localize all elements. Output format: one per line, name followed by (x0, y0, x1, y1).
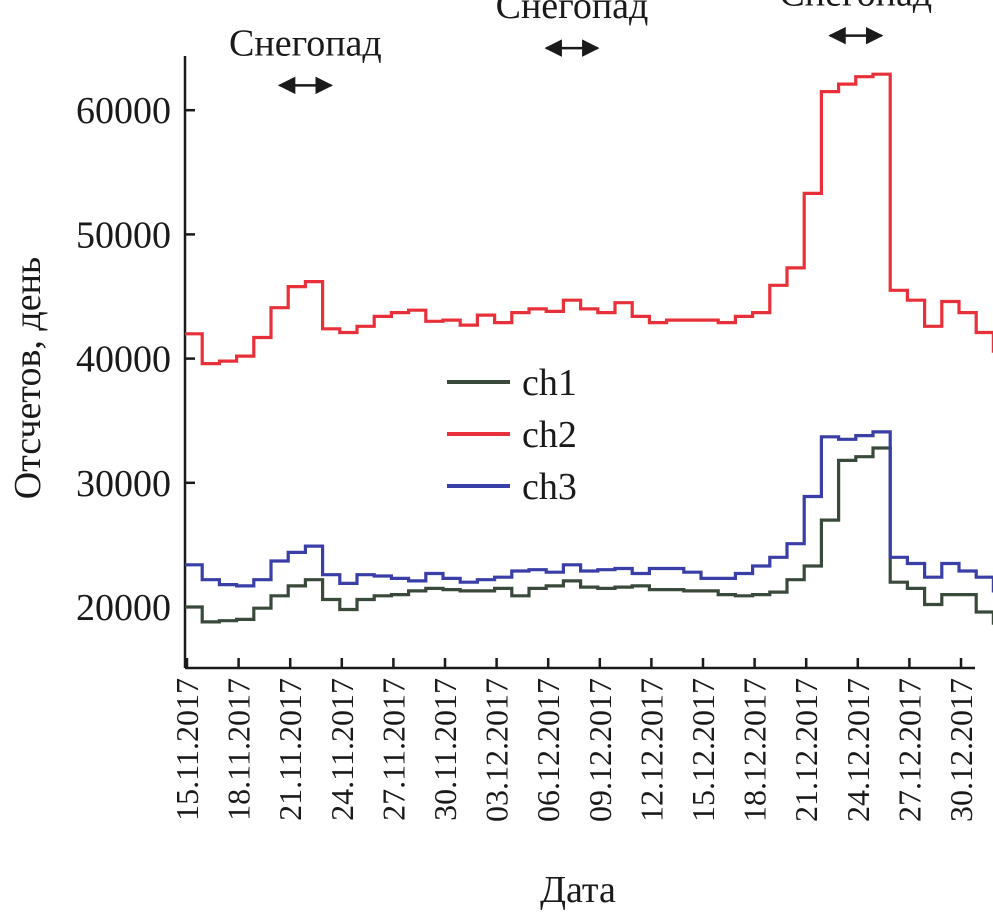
snowfall-label: Снегопад (779, 0, 932, 15)
plot-area: 20000 30000 40000 50000 60000 15.11.2017 18.1… (76, 0, 993, 822)
y-tick-label: 20000 (76, 587, 171, 629)
annotation-layer: Снегопад Снегопад Снегопад (229, 0, 932, 95)
x-tick-label: 06.12.2017 (530, 678, 566, 822)
x-tick-label: 21.11.2017 (272, 678, 308, 821)
x-tick-label: 03.12.2017 (479, 678, 515, 822)
y-tick-label: 30000 (76, 463, 171, 505)
y-tick-label: 50000 (76, 214, 171, 256)
legend: ch1 ch2 ch3 (447, 362, 577, 508)
x-tick-label: 21.12.2017 (788, 678, 824, 822)
y-tick-label: 60000 (76, 90, 171, 132)
y-axis-label: Отсчетов, день (7, 257, 49, 500)
legend-label-ch1: ch1 (522, 362, 577, 404)
x-tick-label: 24.11.2017 (324, 678, 360, 821)
series-line-ch1 (185, 446, 993, 625)
snowfall-label: Снегопад (496, 0, 649, 27)
x-tick-label: 30.12.2017 (943, 678, 979, 822)
x-tick-label: 30.11.2017 (427, 678, 463, 821)
x-tick-label: 27.12.2017 (891, 678, 927, 822)
y-tick-label: 40000 (76, 339, 171, 381)
legend-label-ch3: ch3 (522, 466, 577, 508)
series-line-ch2 (185, 72, 993, 366)
snowfall-label: Снегопад (229, 22, 382, 64)
x-ticks: 15.11.2017 18.11.2017 21.11.2017 24.11.2017… (169, 658, 979, 822)
x-tick-label: 18.11.2017 (221, 678, 257, 821)
x-tick-label: 24.12.2017 (840, 678, 876, 822)
x-tick-label: 12.12.2017 (633, 678, 669, 822)
x-tick-label: 15.12.2017 (685, 678, 721, 822)
x-tick-label: 09.12.2017 (582, 678, 618, 822)
series-layer (185, 72, 993, 625)
y-ticks: 20000 30000 40000 50000 60000 (76, 90, 195, 629)
x-tick-label: 15.11.2017 (169, 678, 205, 821)
series-line-ch3 (185, 430, 993, 593)
x-axis-label: Дата (540, 869, 616, 911)
x-tick-label: 18.12.2017 (737, 678, 773, 822)
legend-label-ch2: ch2 (522, 414, 577, 456)
x-tick-label: 27.11.2017 (375, 678, 411, 821)
